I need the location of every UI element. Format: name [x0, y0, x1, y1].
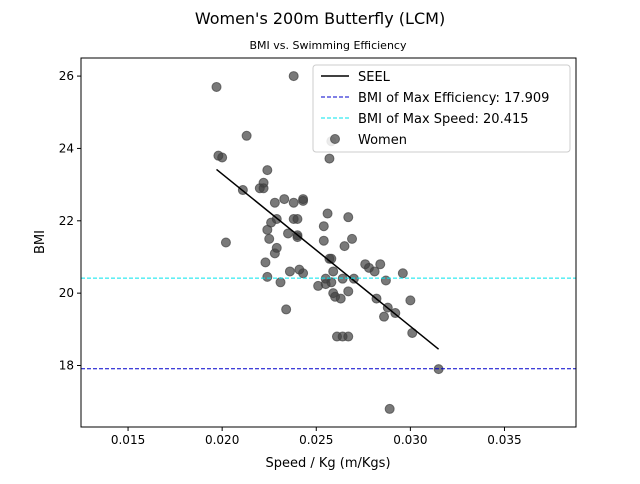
data-point: [405, 295, 416, 306]
seel-line: [216, 168, 440, 350]
data-point: [284, 266, 295, 277]
y-tick-label: 26: [59, 69, 74, 83]
data-point: [313, 280, 324, 291]
data-point: [324, 153, 335, 164]
y-tick-label: 20: [59, 286, 74, 300]
data-point: [269, 248, 280, 259]
plot-frame: [80, 57, 577, 428]
x-tick-label: 0.035: [487, 433, 521, 447]
data-point: [337, 273, 348, 284]
data-point: [343, 331, 354, 342]
data-point: [283, 228, 294, 239]
legend-box: [312, 64, 571, 153]
data-point: [343, 286, 354, 297]
data-point: [384, 403, 395, 414]
data-point: [348, 273, 359, 284]
data-point: [318, 235, 329, 246]
data-point: [262, 165, 273, 176]
data-point: [318, 221, 329, 232]
legend-label: Women: [358, 133, 407, 148]
x-tick-label: 0.030: [393, 433, 427, 447]
data-point: [217, 152, 228, 163]
data-point: [375, 259, 386, 270]
y-tick-label: 22: [59, 214, 74, 228]
data-point: [298, 195, 309, 206]
data-point: [322, 208, 333, 219]
data-point: [369, 266, 380, 277]
data-point: [380, 275, 391, 286]
plot-contents: [81, 71, 576, 414]
data-point: [292, 213, 303, 224]
data-point: [262, 224, 273, 235]
legend-label: BMI of Max Speed: 20.415: [358, 112, 529, 127]
data-point: [281, 304, 292, 315]
data-point: [298, 268, 309, 279]
y-axis-label: BMI: [33, 230, 48, 254]
data-point: [264, 233, 275, 244]
data-point: [241, 130, 252, 141]
data-point: [339, 241, 350, 252]
data-point: [211, 81, 222, 92]
chart-title: Women's 200m Butterfly (LCM): [195, 9, 445, 28]
plot-area: [81, 71, 576, 414]
x-tick-label: 0.015: [111, 433, 145, 447]
chart-subtitle: BMI vs. Swimming Efficiency: [250, 39, 407, 52]
legend-swatch-marker: [330, 134, 340, 144]
y-tick-label: 18: [59, 359, 74, 373]
data-point: [288, 71, 299, 82]
data-point: [269, 197, 280, 208]
y-tick-label: 24: [59, 141, 74, 155]
data-point: [260, 257, 271, 268]
data-point: [279, 194, 290, 205]
legend-label: BMI of Max Efficiency: 17.909: [358, 91, 549, 106]
data-point: [397, 268, 408, 279]
data-point: [275, 277, 286, 288]
legend-label: SEEL: [358, 70, 391, 85]
x-axis-label: Speed / Kg (m/Kgs): [265, 456, 390, 471]
axes: 0.015 0.020 0.025 0.030 0.035 18 20 22 24 26: [59, 57, 577, 447]
data-point: [292, 232, 303, 243]
data-point: [258, 183, 269, 194]
data-point: [220, 237, 231, 248]
data-point: [335, 293, 346, 304]
x-tick-label: 0.020: [205, 433, 239, 447]
x-tick-label: 0.025: [299, 433, 333, 447]
data-point: [343, 212, 354, 223]
data-point: [347, 233, 358, 244]
data-point: [288, 197, 299, 208]
data-point: [262, 271, 273, 282]
data-point: [379, 311, 390, 322]
data-point: [328, 266, 339, 277]
legend: SEEL BMI of Max Efficiency: 17.909 BMI of …: [312, 64, 571, 153]
